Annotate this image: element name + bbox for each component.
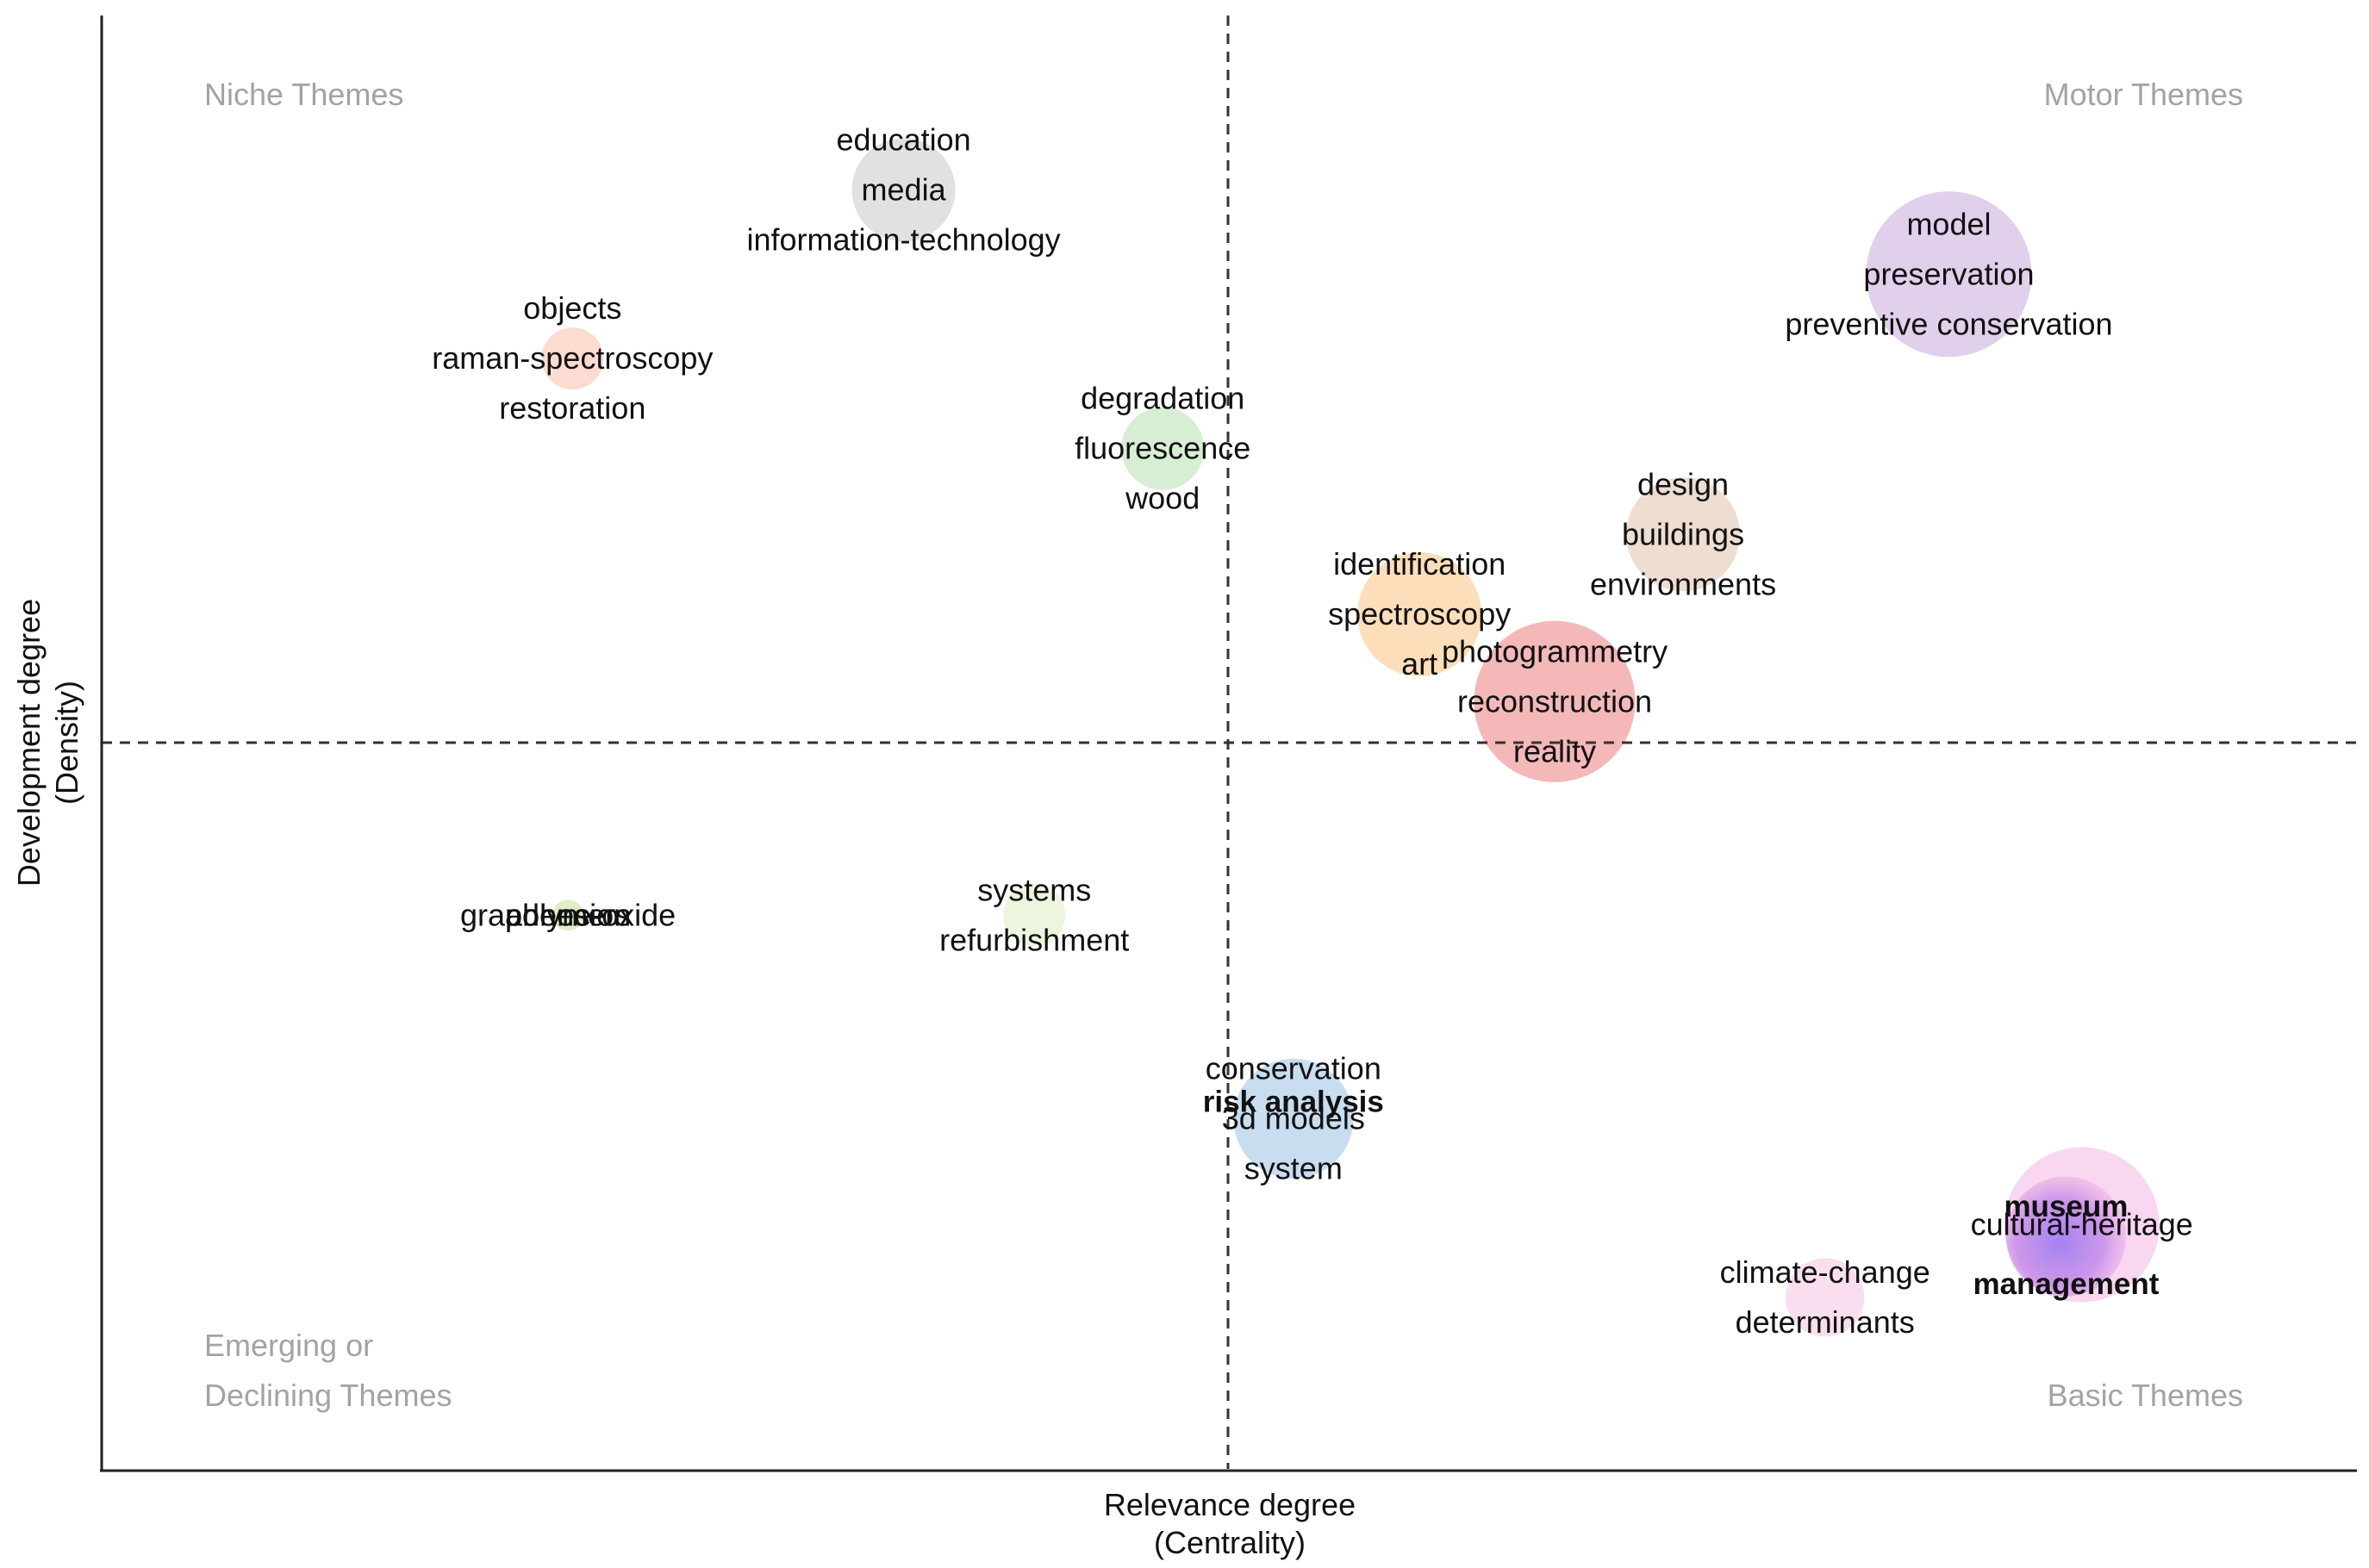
cluster-bubble-graphene-oxide xyxy=(552,899,584,931)
cluster-label-fluorescence: fluorescence xyxy=(1075,431,1250,466)
cluster-label-preventive-conservation: preventive conservation xyxy=(1785,306,2112,341)
cluster-label-media: media xyxy=(862,171,947,207)
cluster-label-3d-models: 3d models xyxy=(1222,1100,1365,1136)
cluster-label-reconstruction: reconstruction xyxy=(1457,683,1652,719)
x-axis-title: Relevance degree xyxy=(1104,1487,1356,1522)
cluster-bubble-objects xyxy=(541,327,604,390)
cluster-label-system: system xyxy=(1244,1150,1343,1185)
cluster-label-cultural-heritage: cultural-heritage xyxy=(1971,1207,2193,1242)
quadrant-label-emerging-line2: Declining Themes xyxy=(204,1378,452,1413)
cluster-label-buildings: buildings xyxy=(1622,516,1744,551)
cluster-label-management: management xyxy=(1973,1267,2159,1301)
cluster-label-determinants: determinants xyxy=(1736,1304,1915,1340)
cluster-bubble-education xyxy=(851,138,956,242)
cluster-label-raman-spectroscopy: raman-spectroscopy xyxy=(432,340,713,376)
cluster-label-art: art xyxy=(1401,646,1437,681)
cluster-label-degradation: degradation xyxy=(1081,381,1244,416)
cluster-label-identification: identification xyxy=(1333,546,1506,582)
y-axis-subtitle: (Density) xyxy=(49,681,84,805)
cluster-bubble-identification xyxy=(1357,552,1482,677)
cluster-label-graphene-oxide: graphene-oxide xyxy=(460,897,676,932)
cluster-label-museum: museum xyxy=(2004,1190,2128,1223)
cluster-label-design: design xyxy=(1637,466,1729,501)
cluster-label-restoration: restoration xyxy=(499,390,645,426)
quadrant-label-motor: Motor Themes xyxy=(2044,77,2243,112)
cluster-bubble-design xyxy=(1626,477,1741,592)
cluster-label-objects: objects xyxy=(523,290,621,326)
quadrant-label-niche: Niche Themes xyxy=(204,77,403,112)
cluster-label-reality: reality xyxy=(1513,733,1596,768)
cluster-label-climate-change: climate-change xyxy=(1720,1254,1930,1290)
cluster-label-risk-analysis: risk analysis xyxy=(1203,1085,1384,1118)
x-axis-subtitle: (Centrality) xyxy=(1154,1525,1306,1560)
cluster-bubble-systems xyxy=(1003,884,1066,947)
cluster-label-polymers: polymers xyxy=(505,897,631,932)
bubble-label-layer: education media information-technology obje… xyxy=(432,121,2193,1339)
cluster-bubble-model xyxy=(1866,191,2032,358)
y-axis-title: Development degree xyxy=(11,599,47,887)
cluster-label-adhesion: adhesion xyxy=(505,897,631,932)
cluster-label-information-technology: information-technology xyxy=(746,221,1060,257)
cluster-bubble-conservation xyxy=(1233,1058,1354,1179)
cluster-label-conservation: conservation xyxy=(1206,1050,1381,1086)
cluster-label-spectroscopy: spectroscopy xyxy=(1328,596,1511,632)
cluster-label-environments: environments xyxy=(1590,566,1776,601)
cluster-label-photogrammetry: photogrammetry xyxy=(1442,633,1668,669)
cluster-label-systems: systems xyxy=(977,872,1091,907)
quadrant-label-basic: Basic Themes xyxy=(2048,1378,2243,1413)
cluster-bubble-museum xyxy=(2005,1176,2127,1297)
quadrant-label-emerging-line1: Emerging or xyxy=(204,1328,373,1363)
cluster-label-education: education xyxy=(837,121,971,157)
cluster-label-preservation: preservation xyxy=(1863,256,2034,291)
cluster-bubble-climate-change xyxy=(1786,1258,1865,1337)
cluster-bubble-degradation xyxy=(1121,407,1205,490)
cluster-label-wood: wood xyxy=(1125,481,1200,516)
cluster-label-refurbishment: refurbishment xyxy=(939,922,1129,957)
cluster-label-model: model xyxy=(1906,206,1991,241)
